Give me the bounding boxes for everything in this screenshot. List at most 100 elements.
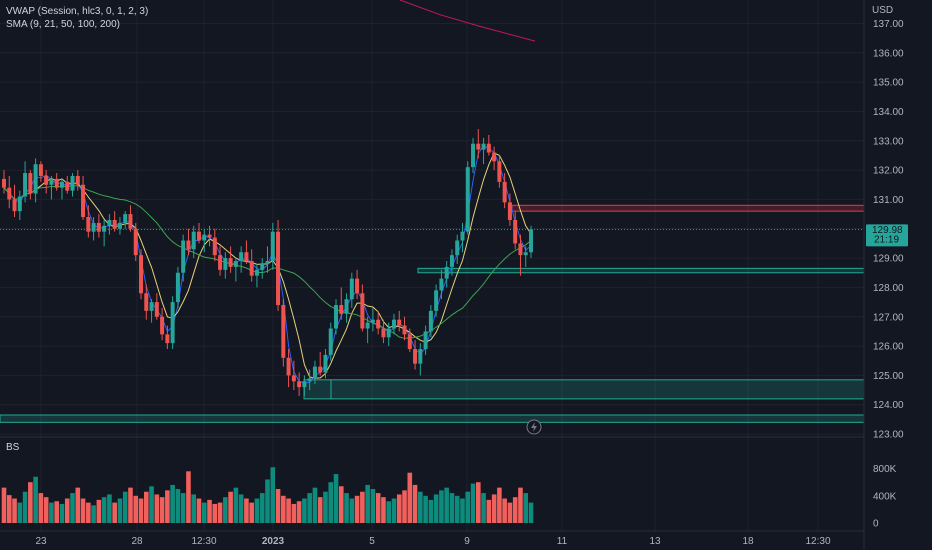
candle-body [49, 178, 54, 185]
volume-bar [244, 498, 249, 523]
candle-body [518, 243, 523, 256]
time-tick-label: 5 [369, 536, 375, 547]
candle [260, 258, 265, 279]
candle-body [355, 278, 360, 294]
candle-body [428, 310, 433, 332]
candle-body [70, 175, 75, 191]
volume-bar [12, 498, 17, 523]
volume-bar [207, 499, 212, 523]
candle [228, 246, 233, 273]
candle-body [360, 293, 365, 329]
candle [297, 372, 302, 396]
candle [75, 170, 80, 191]
volume-bar [259, 493, 265, 523]
candle-body [502, 181, 507, 203]
candle [418, 343, 423, 376]
volume-bar [249, 502, 254, 523]
candle [170, 296, 175, 350]
candle [518, 234, 523, 276]
candle [128, 205, 133, 232]
volume-bar [159, 497, 165, 523]
candle-body [75, 175, 80, 185]
candle [2, 170, 6, 194]
time-axis[interactable]: 23 28 12:30 2023 5 9 11 13 18 12:30 [35, 536, 831, 547]
volume-bar [381, 497, 386, 523]
candle-body [460, 231, 465, 241]
volume-bar [444, 487, 449, 523]
volume-bar [333, 474, 339, 523]
candle-body [191, 231, 196, 250]
candle [12, 184, 17, 218]
candle-body [291, 375, 296, 382]
candle [286, 349, 291, 388]
volume-bar [423, 495, 428, 523]
candle [33, 158, 38, 203]
volume-bar [291, 503, 297, 523]
candle [186, 228, 191, 256]
price-tick-label: 132.00 [873, 166, 904, 177]
volume-bar [22, 491, 28, 523]
candle-body [175, 272, 180, 303]
candle [81, 175, 86, 220]
candle [70, 173, 75, 197]
candle [428, 305, 433, 338]
volume-bar [43, 497, 49, 523]
volume-bar [296, 501, 302, 523]
volume-bar [186, 471, 191, 523]
candle [191, 225, 196, 259]
volume-bar [491, 494, 497, 523]
volume-bar [518, 487, 523, 523]
volume-bar [360, 491, 365, 523]
last-price-value: 129.98 [872, 225, 903, 236]
volume-bar [49, 502, 54, 523]
candle [529, 225, 533, 259]
candle [265, 246, 270, 273]
candle-body [328, 328, 333, 355]
flash-icon[interactable] [526, 419, 542, 435]
candle-body [186, 240, 191, 250]
volume-bar [512, 497, 518, 523]
candle [44, 170, 49, 194]
volume-bar [143, 491, 149, 523]
volume-bar [175, 489, 181, 523]
price-tick-label: 137.00 [873, 19, 904, 30]
candle-body [370, 319, 375, 323]
candle [481, 137, 486, 165]
candle-body [81, 184, 86, 218]
candle [160, 307, 165, 341]
candle-body [239, 252, 244, 262]
volume-bar [212, 503, 218, 523]
candle [381, 319, 386, 344]
volume-bar [59, 503, 65, 523]
volume-bar [407, 472, 413, 523]
candle [165, 325, 170, 350]
candle [507, 193, 512, 226]
volume-bar [101, 497, 107, 523]
volume-bar [481, 493, 486, 523]
candle-body [513, 219, 518, 244]
candle-body [228, 258, 233, 267]
volume-bar [133, 495, 139, 523]
volume-bar [275, 489, 281, 523]
candle [376, 310, 381, 335]
candle-body [65, 181, 70, 191]
volume-legend[interactable]: BS [6, 442, 20, 453]
volume-bar [354, 495, 360, 523]
volume-bar [149, 486, 154, 523]
candle [344, 293, 349, 323]
candle [471, 137, 476, 174]
candle-body [23, 173, 28, 197]
candle [365, 316, 370, 344]
candle-body [33, 164, 38, 194]
candle [38, 161, 43, 182]
vwap-legend[interactable]: VWAP (Session, hlc3, 0, 1, 2, 3) [6, 6, 149, 17]
candle-body [196, 231, 201, 241]
sma-legend[interactable]: SMA (9, 21, 50, 100, 200) [6, 19, 120, 30]
candle [476, 129, 481, 159]
volume-bar [191, 494, 197, 523]
candle [307, 369, 312, 391]
candle [96, 214, 101, 238]
candle [349, 272, 354, 308]
candle-body [260, 263, 265, 270]
